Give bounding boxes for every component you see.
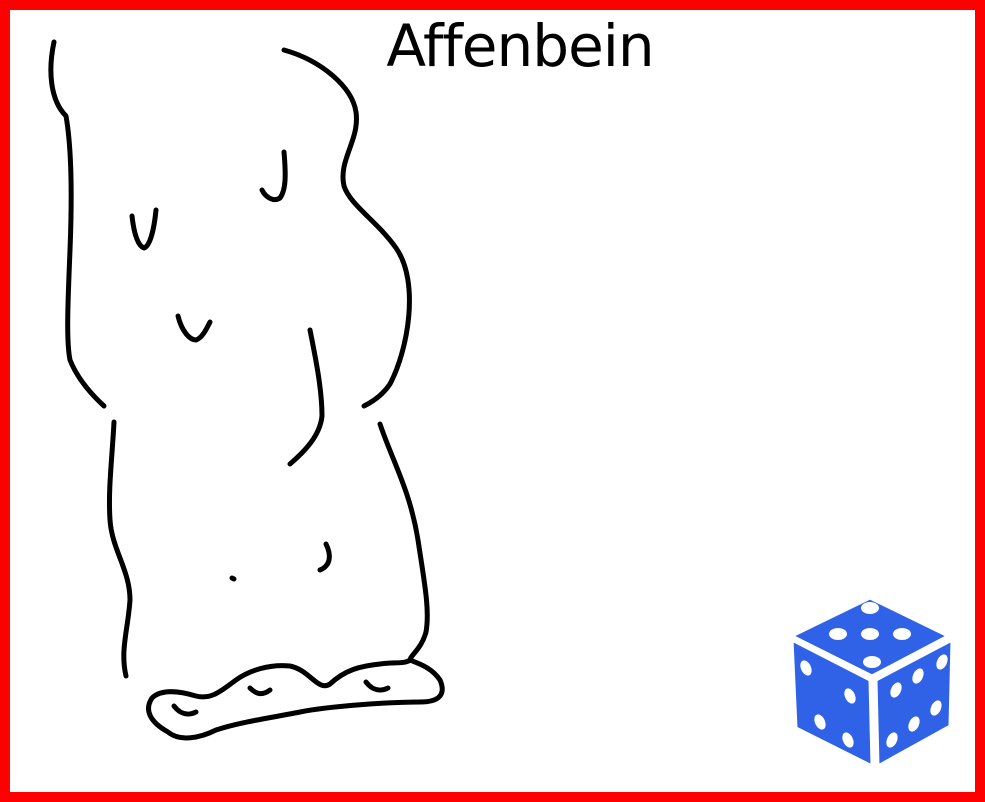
prompt-word: Affenbein xyxy=(386,12,654,80)
sketch-stroke xyxy=(377,421,430,663)
reroll-dice-button[interactable] xyxy=(786,590,958,772)
sketch-stroke xyxy=(106,419,133,679)
sketch-stroke xyxy=(175,313,213,343)
sketch-stroke xyxy=(48,39,107,409)
sketch-stroke xyxy=(317,541,332,573)
sketch-stroke xyxy=(363,679,391,693)
sketch-stroke xyxy=(146,657,445,741)
sketch-stroke xyxy=(247,685,273,697)
sketch-stroke xyxy=(259,149,288,203)
sketch-stroke xyxy=(287,327,325,467)
sketch-stroke xyxy=(171,703,199,717)
dice-icon xyxy=(790,596,954,768)
sketch-stroke xyxy=(229,575,237,582)
sketch-stroke xyxy=(129,207,159,251)
sketch-stroke xyxy=(281,47,412,409)
dice-left-face xyxy=(790,638,874,768)
